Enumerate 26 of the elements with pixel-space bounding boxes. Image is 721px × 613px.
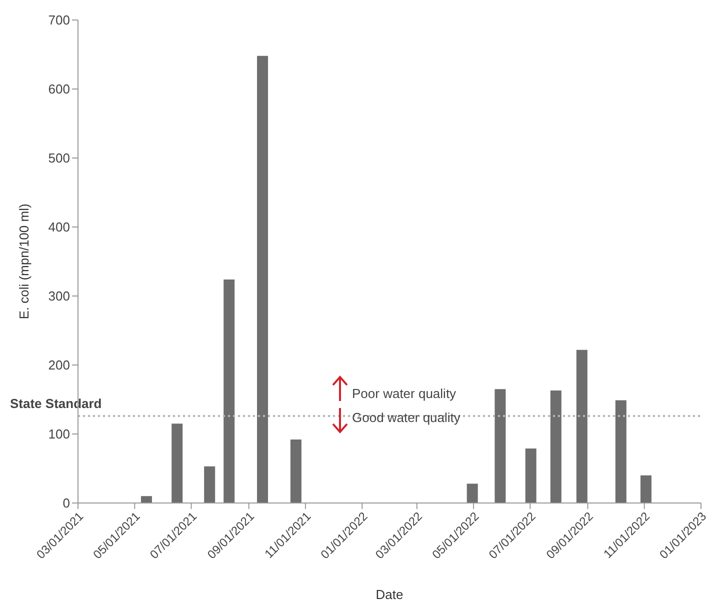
annotation: Poor water quality xyxy=(352,386,456,401)
y-tick-label: 300 xyxy=(48,288,70,304)
bar xyxy=(257,56,268,503)
bar xyxy=(290,440,302,503)
bar xyxy=(140,496,152,503)
y-tick-label: 400 xyxy=(48,220,70,235)
bar xyxy=(640,475,652,503)
bar xyxy=(466,484,478,503)
x-axis-title: Date xyxy=(376,587,404,602)
y-tick-label: 600 xyxy=(48,82,70,97)
bar xyxy=(576,350,588,503)
y-tick-label: 0 xyxy=(62,496,70,511)
ref-line-label: State Standard xyxy=(10,396,102,412)
bar xyxy=(494,389,506,503)
bar xyxy=(525,448,536,503)
bar xyxy=(550,390,562,503)
y-axis-title: E. coli (mpn/100 ml) xyxy=(16,204,32,320)
bar xyxy=(204,466,216,503)
annotation: Good water quality xyxy=(352,410,460,425)
bar xyxy=(172,424,183,503)
y-tick-label: 200 xyxy=(48,358,70,373)
y-tick-label: 100 xyxy=(48,426,70,442)
y-tick-label: 500 xyxy=(48,150,70,166)
bar xyxy=(224,279,235,503)
y-tick-label: 700 xyxy=(48,12,70,28)
bar xyxy=(615,400,626,503)
